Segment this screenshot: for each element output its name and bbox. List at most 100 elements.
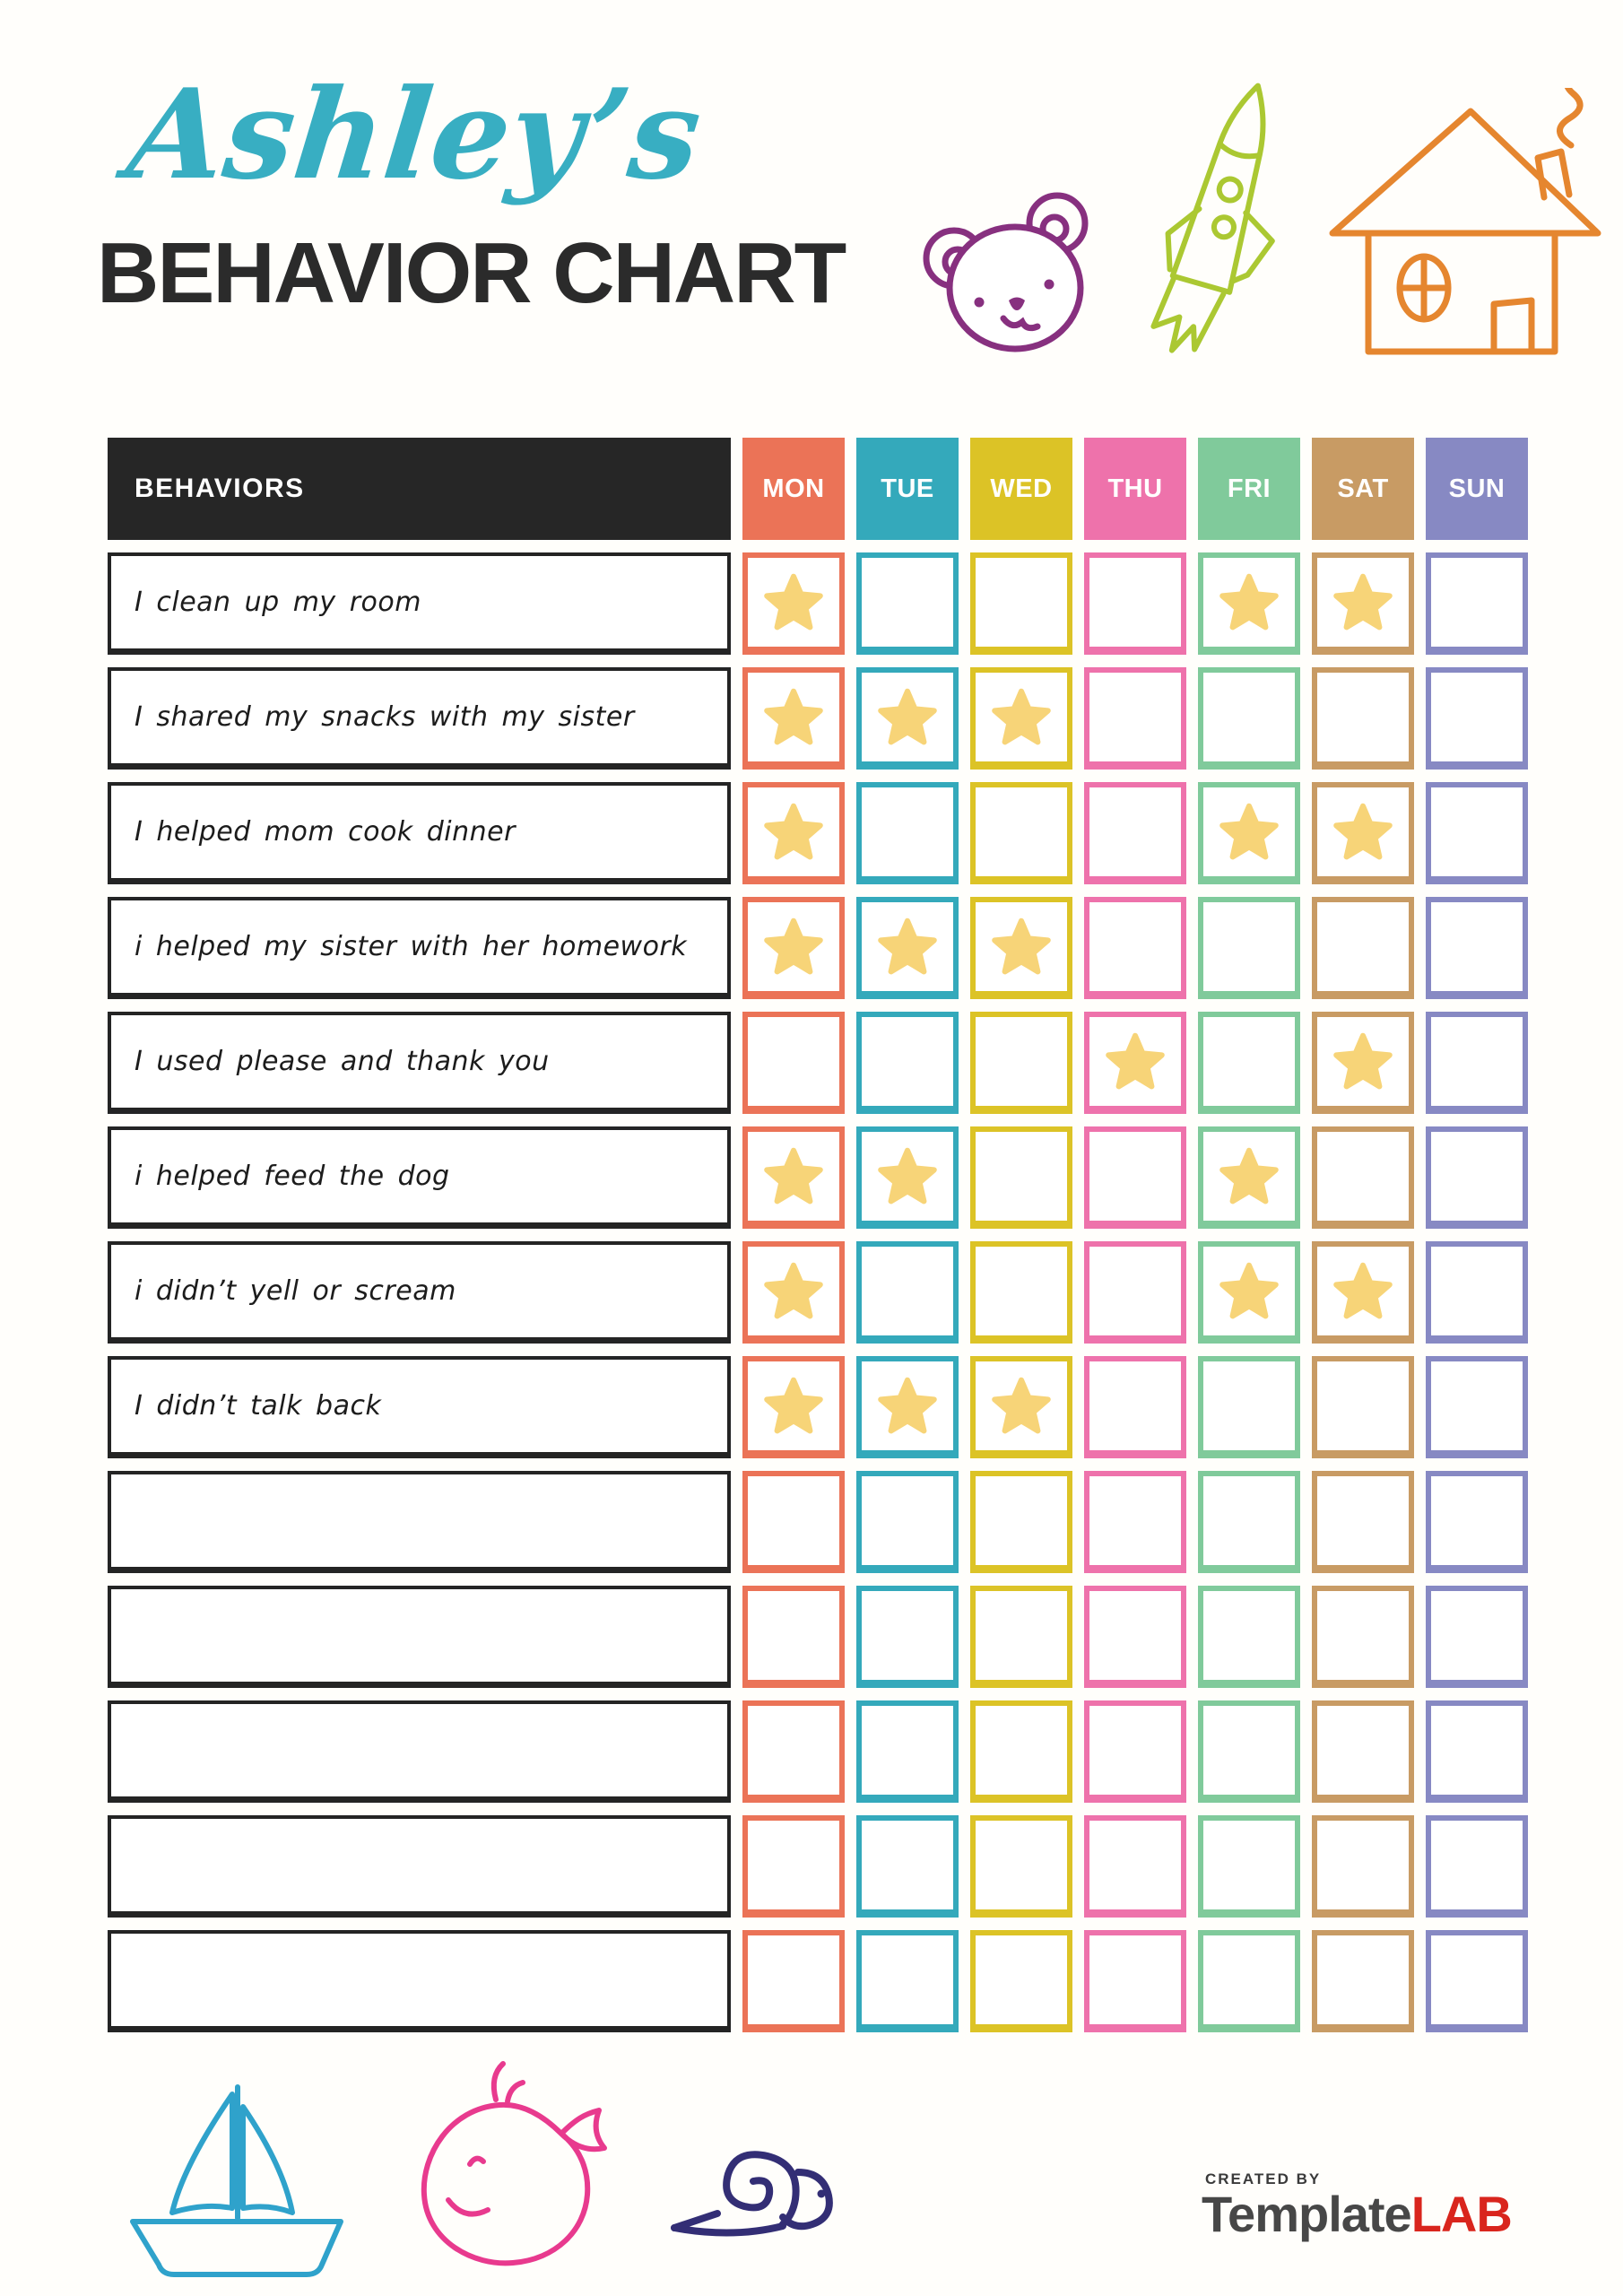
cell-row12-sun[interactable] xyxy=(1426,1815,1528,1918)
cell-row11-wed[interactable] xyxy=(970,1700,1072,1803)
cell-row9-mon[interactable] xyxy=(742,1471,845,1573)
behavior-label-row6: i helped feed the dog xyxy=(108,1126,731,1229)
cell-row5-sun[interactable] xyxy=(1426,1012,1528,1114)
cell-row13-mon[interactable] xyxy=(742,1930,845,2032)
cell-row13-wed[interactable] xyxy=(970,1930,1072,2032)
cell-row4-thu[interactable] xyxy=(1084,897,1186,999)
cell-row7-sat[interactable] xyxy=(1312,1241,1414,1344)
star-icon xyxy=(1219,1262,1279,1318)
cell-row8-thu[interactable] xyxy=(1084,1356,1186,1458)
cell-row2-mon[interactable] xyxy=(742,667,845,770)
cell-row12-sat[interactable] xyxy=(1312,1815,1414,1918)
cell-row5-wed[interactable] xyxy=(970,1012,1072,1114)
cell-row7-thu[interactable] xyxy=(1084,1241,1186,1344)
cell-row9-sun[interactable] xyxy=(1426,1471,1528,1573)
cell-row3-fri[interactable] xyxy=(1198,782,1300,884)
cell-row13-sun[interactable] xyxy=(1426,1930,1528,2032)
cell-row6-sun[interactable] xyxy=(1426,1126,1528,1229)
cell-row1-thu[interactable] xyxy=(1084,552,1186,655)
cell-row3-sun[interactable] xyxy=(1426,782,1528,884)
cell-row7-tue[interactable] xyxy=(856,1241,959,1344)
bear-doodle-icon xyxy=(923,192,1089,352)
cell-row6-fri[interactable] xyxy=(1198,1126,1300,1229)
cell-row6-mon[interactable] xyxy=(742,1126,845,1229)
cell-row4-fri[interactable] xyxy=(1198,897,1300,999)
cell-row5-sat[interactable] xyxy=(1312,1012,1414,1114)
cell-row4-wed[interactable] xyxy=(970,897,1072,999)
cell-row1-wed[interactable] xyxy=(970,552,1072,655)
cell-row6-wed[interactable] xyxy=(970,1126,1072,1229)
cell-row12-fri[interactable] xyxy=(1198,1815,1300,1918)
cell-row11-mon[interactable] xyxy=(742,1700,845,1803)
cell-row1-mon[interactable] xyxy=(742,552,845,655)
cell-row10-sat[interactable] xyxy=(1312,1586,1414,1688)
cell-row3-wed[interactable] xyxy=(970,782,1072,884)
cell-row5-mon[interactable] xyxy=(742,1012,845,1114)
cell-row8-wed[interactable] xyxy=(970,1356,1072,1458)
cell-row4-sat[interactable] xyxy=(1312,897,1414,999)
cell-row11-sat[interactable] xyxy=(1312,1700,1414,1803)
cell-row8-sun[interactable] xyxy=(1426,1356,1528,1458)
cell-row3-thu[interactable] xyxy=(1084,782,1186,884)
cell-row9-fri[interactable] xyxy=(1198,1471,1300,1573)
cell-row10-tue[interactable] xyxy=(856,1586,959,1688)
cell-row2-thu[interactable] xyxy=(1084,667,1186,770)
day-header-fri: FRI xyxy=(1198,438,1300,540)
cell-row1-fri[interactable] xyxy=(1198,552,1300,655)
cell-row12-mon[interactable] xyxy=(742,1815,845,1918)
cell-row6-sat[interactable] xyxy=(1312,1126,1414,1229)
star-icon xyxy=(1333,1262,1393,1318)
cell-row5-tue[interactable] xyxy=(856,1012,959,1114)
cell-row4-tue[interactable] xyxy=(856,897,959,999)
cell-row6-tue[interactable] xyxy=(856,1126,959,1229)
cell-row4-mon[interactable] xyxy=(742,897,845,999)
cell-row5-thu[interactable] xyxy=(1084,1012,1186,1114)
cell-row2-wed[interactable] xyxy=(970,667,1072,770)
cell-row4-sun[interactable] xyxy=(1426,897,1528,999)
cell-row3-tue[interactable] xyxy=(856,782,959,884)
cell-row7-fri[interactable] xyxy=(1198,1241,1300,1344)
cell-row8-sat[interactable] xyxy=(1312,1356,1414,1458)
page-title-name: Ashley’s xyxy=(121,61,707,207)
cell-row1-tue[interactable] xyxy=(856,552,959,655)
cell-row10-fri[interactable] xyxy=(1198,1586,1300,1688)
cell-row5-fri[interactable] xyxy=(1198,1012,1300,1114)
cell-row13-fri[interactable] xyxy=(1198,1930,1300,2032)
cell-row10-sun[interactable] xyxy=(1426,1586,1528,1688)
cell-row3-sat[interactable] xyxy=(1312,782,1414,884)
cell-row11-thu[interactable] xyxy=(1084,1700,1186,1803)
cell-row8-fri[interactable] xyxy=(1198,1356,1300,1458)
cell-row9-tue[interactable] xyxy=(856,1471,959,1573)
cell-row10-thu[interactable] xyxy=(1084,1586,1186,1688)
cell-row9-thu[interactable] xyxy=(1084,1471,1186,1573)
cell-row13-thu[interactable] xyxy=(1084,1930,1186,2032)
cell-row12-thu[interactable] xyxy=(1084,1815,1186,1918)
cell-row2-sat[interactable] xyxy=(1312,667,1414,770)
day-header-tue: TUE xyxy=(856,438,959,540)
cell-row13-sat[interactable] xyxy=(1312,1930,1414,2032)
cell-row6-thu[interactable] xyxy=(1084,1126,1186,1229)
cell-row10-wed[interactable] xyxy=(970,1586,1072,1688)
cell-row7-sun[interactable] xyxy=(1426,1241,1528,1344)
cell-row7-wed[interactable] xyxy=(970,1241,1072,1344)
day-header-sat: SAT xyxy=(1312,438,1414,540)
cell-row13-tue[interactable] xyxy=(856,1930,959,2032)
cell-row2-tue[interactable] xyxy=(856,667,959,770)
cell-row1-sat[interactable] xyxy=(1312,552,1414,655)
cell-row10-mon[interactable] xyxy=(742,1586,845,1688)
cell-row11-fri[interactable] xyxy=(1198,1700,1300,1803)
cell-row3-mon[interactable] xyxy=(742,782,845,884)
cell-row8-tue[interactable] xyxy=(856,1356,959,1458)
cell-row9-wed[interactable] xyxy=(970,1471,1072,1573)
cell-row12-wed[interactable] xyxy=(970,1815,1072,1918)
cell-row2-fri[interactable] xyxy=(1198,667,1300,770)
cell-row7-mon[interactable] xyxy=(742,1241,845,1344)
cell-row11-sun[interactable] xyxy=(1426,1700,1528,1803)
star-icon xyxy=(1333,573,1393,630)
cell-row11-tue[interactable] xyxy=(856,1700,959,1803)
cell-row12-tue[interactable] xyxy=(856,1815,959,1918)
cell-row8-mon[interactable] xyxy=(742,1356,845,1458)
cell-row2-sun[interactable] xyxy=(1426,667,1528,770)
cell-row1-sun[interactable] xyxy=(1426,552,1528,655)
cell-row9-sat[interactable] xyxy=(1312,1471,1414,1573)
